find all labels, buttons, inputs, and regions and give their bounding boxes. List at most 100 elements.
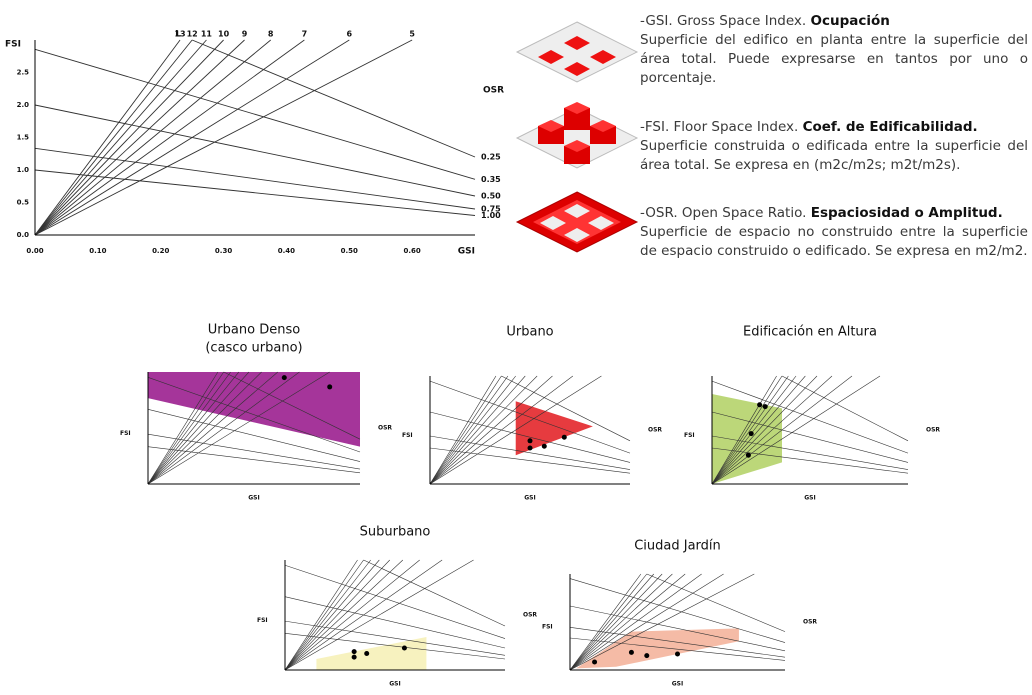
def-prefix: -GSI. Gross Space Index. [640, 13, 811, 29]
y-axis-label: FSI [5, 40, 21, 50]
definition: -OSR. Open Space Ratio. Espaciosidad o A… [640, 204, 1028, 261]
point [364, 651, 370, 656]
l-line [569, 573, 686, 671]
osr-line [363, 559, 506, 627]
l-line [711, 375, 789, 485]
osr-line [646, 573, 786, 632]
osr-line [147, 409, 361, 462]
osr-line [191, 39, 476, 158]
point [561, 434, 567, 440]
point [675, 651, 680, 657]
l-line [569, 573, 755, 671]
l-line [711, 375, 818, 485]
x-tick-label: 0.60 [404, 247, 421, 255]
osr-line [284, 596, 506, 649]
x-axis-label: GSI [672, 681, 683, 688]
l-line [284, 559, 404, 671]
region [576, 628, 739, 669]
osr-line [34, 104, 476, 197]
x-axis-label: GSI [248, 495, 259, 502]
l-line [147, 371, 250, 485]
l-line [711, 375, 797, 485]
l-line [569, 573, 702, 671]
osr-axis-label: OSR [523, 612, 537, 619]
l-line [711, 375, 881, 485]
y-tick-label: 2.5 [17, 69, 30, 77]
osr-line [711, 411, 909, 463]
point [541, 443, 547, 449]
osr-axis-label: OSR [378, 425, 392, 432]
l-line [429, 375, 516, 485]
chart-subtitle: (casco urbano) [205, 341, 302, 356]
icon-osr [515, 191, 639, 253]
l-line [569, 573, 642, 671]
l-line [711, 375, 777, 485]
def-term: Espaciosidad o Amplitud. [810, 205, 1003, 221]
def-prefix: -FSI. Floor Space Index. [640, 119, 803, 135]
x-tick-label: 0.40 [278, 247, 295, 255]
l-label: 9 [242, 30, 248, 39]
l-line [284, 559, 474, 671]
icon-fsi [515, 102, 639, 169]
chart-title: Edificación en Altura [743, 325, 877, 340]
l-label: 12 [187, 30, 198, 39]
l-label: 13 [174, 30, 185, 39]
x-tick-label: 0.30 [215, 247, 232, 255]
osr-line [147, 377, 361, 453]
chart-title: Urbano [506, 325, 553, 340]
chart-title: Urbano Denso [208, 323, 300, 338]
l-line [147, 371, 240, 485]
x-tick-label: 0.00 [26, 247, 43, 255]
point [745, 452, 751, 458]
point [281, 375, 287, 381]
osr-line [429, 411, 631, 463]
l-line [147, 371, 231, 485]
l-line [429, 375, 526, 485]
l-line [429, 375, 502, 485]
y-tick-label: 1.5 [17, 134, 30, 142]
y-axis-label: FSI [542, 623, 553, 630]
region [316, 637, 427, 670]
l-line [34, 39, 181, 236]
l-line [429, 375, 497, 485]
osr-line [284, 564, 506, 639]
osr-line [429, 435, 631, 470]
l-line [147, 371, 330, 485]
osr-line [147, 433, 361, 470]
l-line [569, 573, 663, 671]
y-axis-label: FSI [257, 617, 268, 624]
point [327, 384, 333, 390]
y-axis-label: FSI [402, 432, 413, 439]
l-line [284, 559, 364, 671]
l-line [569, 573, 648, 671]
l-label: 5 [409, 30, 415, 39]
l-line [284, 559, 380, 671]
osr-line [34, 147, 476, 210]
osr-label: 1.00 [481, 211, 501, 220]
osr-line [569, 578, 786, 643]
osr-line [781, 375, 909, 442]
osr-line [711, 447, 909, 474]
l-line [711, 375, 833, 485]
y-tick-label: 0.0 [17, 231, 30, 239]
def-text: Superficie del edifico en planta entre l… [640, 32, 1028, 86]
l-line [284, 559, 390, 671]
point [628, 649, 634, 655]
osr-line [501, 375, 631, 442]
point [351, 654, 357, 660]
osr-line [569, 627, 786, 658]
osr-label: 0.25 [481, 153, 501, 162]
osr-line [34, 48, 476, 180]
x-axis-label: GSI [389, 681, 400, 688]
l-label: 6 [346, 30, 352, 39]
l-line [711, 375, 783, 485]
osr-line [147, 446, 361, 474]
icon-gsi [515, 21, 639, 83]
l-line [429, 375, 509, 485]
osr-label: 0.35 [481, 175, 501, 184]
l-line [711, 375, 806, 485]
osr-line [284, 620, 506, 656]
l-line [34, 39, 224, 236]
def-term: Coef. de Edificabilidad. [802, 119, 978, 135]
